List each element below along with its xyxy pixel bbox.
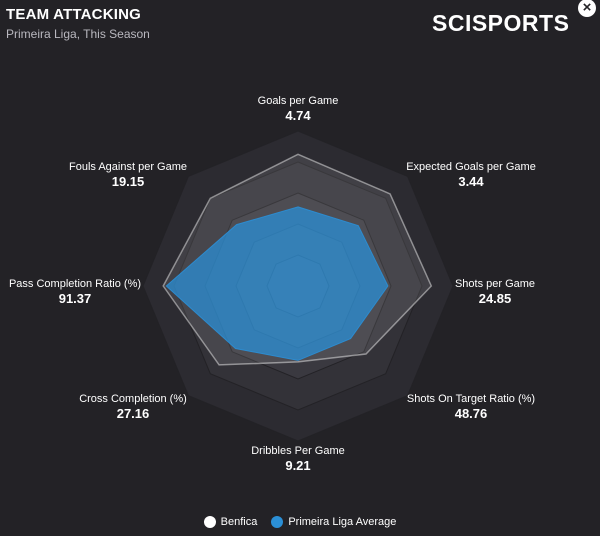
axis-value-5: 27.16 <box>117 406 150 421</box>
series-area-league-average <box>165 206 389 361</box>
legend-item-benfica[interactable]: Benfica <box>203 516 258 528</box>
legend-swatch-benfica <box>203 516 216 528</box>
axis-label-3: Shots On Target Ratio (%) <box>407 393 535 405</box>
axis-value-2: 24.85 <box>479 291 512 306</box>
legend-label-league-average: Primeira Liga Average <box>288 516 397 528</box>
chart-subtitle: Primeira Liga, This Season <box>6 27 150 41</box>
axis-label-1: Expected Goals per Game <box>406 161 536 173</box>
axis-value-6: 91.37 <box>59 291 92 306</box>
axis-label-4: Dribbles Per Game <box>251 445 345 457</box>
axis-label-2: Shots per Game <box>455 278 535 290</box>
axis-label-6: Pass Completion Ratio (%) <box>9 278 141 290</box>
axis-label-0: Goals per Game <box>258 95 339 107</box>
axis-value-1: 3.44 <box>458 174 484 189</box>
axis-label-7: Fouls Against per Game <box>69 161 187 173</box>
axis-value-7: 19.15 <box>112 174 145 189</box>
legend-swatch-league-average <box>271 516 284 528</box>
legend-item-league-average[interactable]: Primeira Liga Average <box>271 516 396 528</box>
axis-value-0: 4.74 <box>285 108 311 123</box>
axis-label-5: Cross Completion (%) <box>79 393 187 405</box>
axis-value-3: 48.76 <box>455 406 488 421</box>
close-icon[interactable]: × <box>578 0 596 17</box>
legend-label-benfica: Benfica <box>220 516 258 528</box>
axis-value-4: 9.21 <box>285 458 310 473</box>
chart-title: TEAM ATTACKING <box>6 6 142 23</box>
scisports-logo: SCISPORTS <box>432 10 570 36</box>
chart-legend: Benfica Primeira Liga Average <box>0 516 600 528</box>
